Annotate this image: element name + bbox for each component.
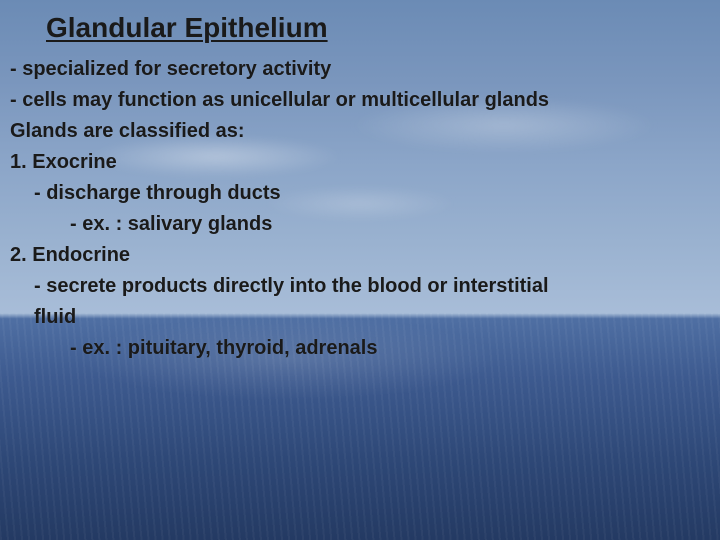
body-line: - ex. : salivary glands bbox=[10, 209, 710, 240]
body-line: - secrete products directly into the blo… bbox=[10, 271, 710, 302]
body-line: - discharge through ducts bbox=[10, 178, 710, 209]
body-line: - specialized for secretory activity bbox=[10, 54, 710, 85]
body-line: fluid bbox=[10, 302, 710, 333]
slide-title: Glandular Epithelium bbox=[46, 12, 710, 44]
body-line: - cells may function as unicellular or m… bbox=[10, 85, 710, 116]
slide: Glandular Epithelium - specialized for s… bbox=[0, 0, 720, 540]
slide-content: Glandular Epithelium - specialized for s… bbox=[0, 0, 720, 376]
body-line: - ex. : pituitary, thyroid, adrenals bbox=[10, 333, 710, 364]
body-line: 1. Exocrine bbox=[10, 147, 710, 178]
body-line: 2. Endocrine bbox=[10, 240, 710, 271]
body-line: Glands are classified as: bbox=[10, 116, 710, 147]
